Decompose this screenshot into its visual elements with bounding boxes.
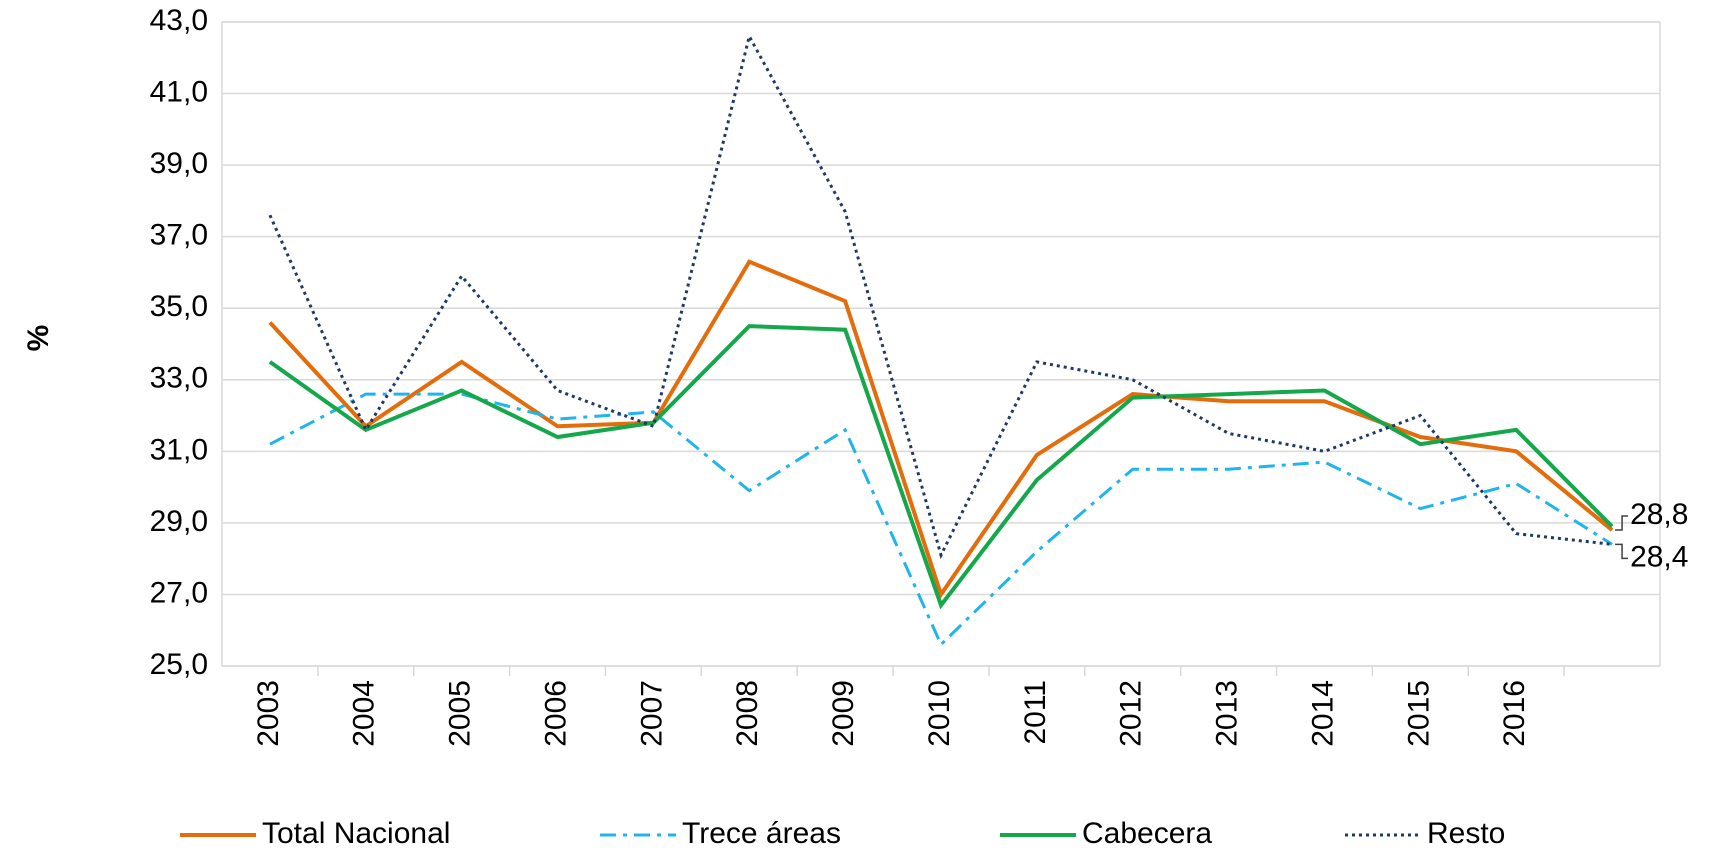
legend-label: Trece áreas [682, 817, 841, 850]
x-tick-label: 2013 [1211, 680, 1244, 747]
x-tick-label: 2009 [827, 680, 860, 747]
y-tick-label: 37,0 [150, 219, 208, 252]
label-leader [1615, 515, 1629, 531]
legend-label: Resto [1427, 817, 1505, 850]
y-tick-label: 39,0 [150, 147, 208, 180]
y-axis-label: % [22, 325, 55, 352]
data-label: 28,4 [1630, 540, 1688, 573]
x-tick-label: 2011 [1019, 680, 1052, 745]
legend-label: Cabecera [1082, 817, 1212, 850]
y-tick-label: 41,0 [150, 75, 208, 108]
x-tick-label: 2016 [1498, 680, 1531, 747]
plot-frame [221, 21, 1661, 667]
y-tick-label: 31,0 [150, 433, 208, 466]
x-tick-label: 2003 [252, 680, 285, 747]
y-tick-label: 25,0 [150, 648, 208, 681]
y-tick-label: 35,0 [150, 290, 208, 323]
x-tick-label: 2010 [923, 680, 956, 747]
y-tick-label: 27,0 [150, 576, 208, 609]
x-tick-label: 2014 [1306, 680, 1339, 747]
y-tick-label: 43,0 [150, 4, 208, 37]
x-tick-label: 2012 [1115, 680, 1148, 747]
y-tick-label: 33,0 [150, 362, 208, 395]
label-leader [1615, 543, 1629, 560]
legend-label: Total Nacional [262, 817, 450, 850]
x-tick-label: 2015 [1402, 680, 1435, 747]
x-tick-label: 2007 [635, 680, 668, 747]
x-tick-label: 2006 [539, 680, 572, 747]
series-line [268, 259, 1614, 599]
x-tick-label: 2008 [731, 680, 764, 747]
series-line [268, 32, 1613, 560]
x-tick-label: 2004 [348, 680, 381, 747]
y-tick-label: 29,0 [150, 505, 208, 538]
data-label: 28,8 [1630, 498, 1688, 531]
series-line [268, 324, 1614, 610]
series-line [269, 392, 1613, 648]
x-tick-label: 2005 [444, 680, 477, 747]
